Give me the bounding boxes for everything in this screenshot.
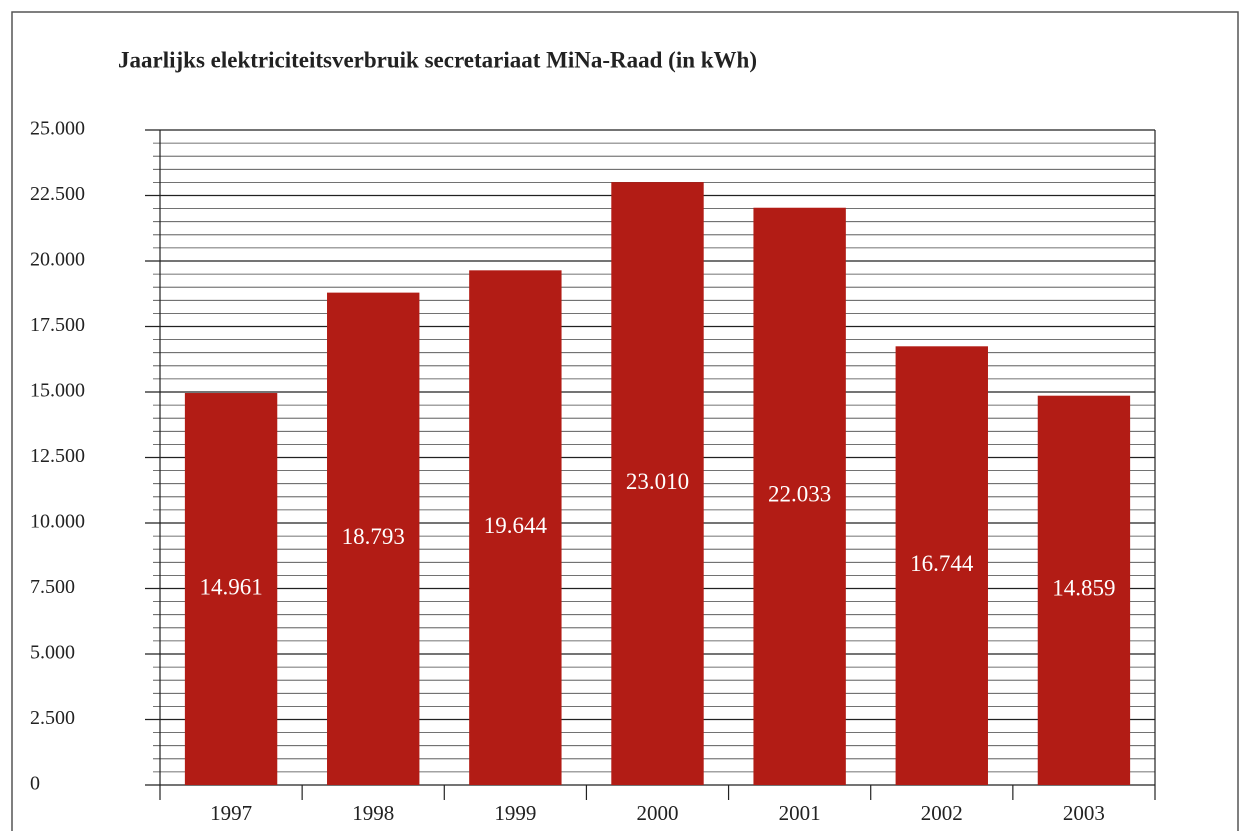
- value-label: 18.793: [342, 524, 405, 549]
- y-tick-label: 12.500: [30, 445, 85, 467]
- y-tick-label: 17.500: [30, 314, 85, 336]
- bar: [327, 292, 420, 785]
- x-tick-label: 1998: [352, 801, 394, 825]
- y-tick-label: 20.000: [30, 249, 85, 271]
- value-label: 23.010: [626, 469, 689, 494]
- value-label: 19.644: [484, 513, 548, 538]
- y-tick-label: 0: [30, 773, 40, 795]
- y-tick-label: 7.500: [30, 576, 75, 598]
- bar: [611, 182, 704, 785]
- bar: [895, 346, 988, 785]
- bar: [1037, 395, 1131, 785]
- value-label: 14.859: [1052, 576, 1115, 601]
- frame: [11, 11, 1239, 831]
- bar: [753, 207, 846, 785]
- y-tick-label: 10.000: [30, 511, 85, 533]
- y-tick-label: 5.000: [30, 642, 75, 664]
- value-label: 16.744: [910, 551, 974, 576]
- bar: [469, 270, 562, 785]
- y-tick-label: 2.500: [30, 707, 75, 729]
- x-tick-label: 2003: [1063, 801, 1105, 825]
- bar: [184, 393, 278, 785]
- x-tick-label: 2001: [779, 801, 821, 825]
- chart-title: Jaarlijks elektriciteitsverbruik secreta…: [118, 47, 757, 72]
- x-tick-label: 2002: [921, 801, 963, 825]
- x-tick-label: 2000: [637, 801, 679, 825]
- x-tick-label: 1997: [210, 801, 252, 825]
- y-tick-label: 22.500: [30, 183, 85, 205]
- x-tick-label: 1999: [494, 801, 536, 825]
- value-label: 22.033: [768, 482, 831, 507]
- value-label: 14.961: [199, 574, 262, 599]
- y-tick-label: 15.000: [30, 380, 85, 402]
- y-tick-label: 25.000: [30, 118, 85, 140]
